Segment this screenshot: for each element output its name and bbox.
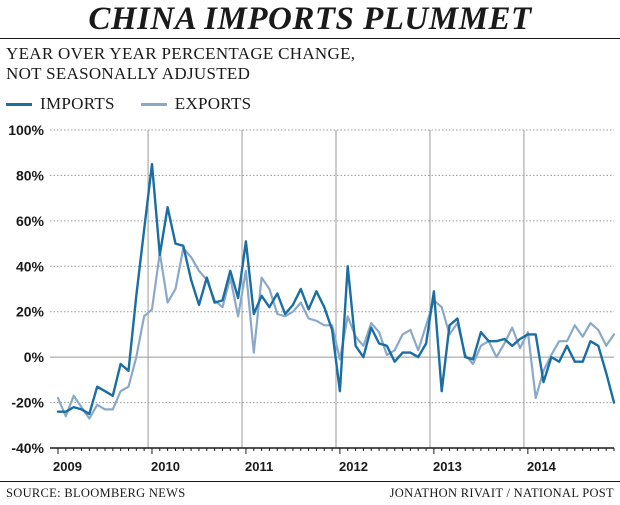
legend-label-exports: EXPORTS	[174, 94, 252, 113]
chart-subtitle: YEAR OVER YEAR PERCENTAGE CHANGE, NOT SE…	[6, 44, 355, 84]
title-rule	[0, 38, 620, 39]
footer-rule	[0, 481, 620, 482]
legend-item-imports: IMPORTS	[6, 94, 115, 114]
footer-credit: JONATHON RIVAIT / NATIONAL POST	[389, 486, 614, 500]
legend-swatch-exports	[140, 102, 167, 106]
y-tick-label: -20%	[11, 395, 44, 411]
y-tick-label: 40%	[16, 258, 45, 274]
legend-item-exports: EXPORTS	[140, 94, 252, 114]
y-tick-label: 20%	[16, 304, 45, 320]
legend-label-imports: IMPORTS	[40, 94, 115, 113]
x-tick-label: 2010	[151, 459, 180, 474]
chart-title: CHINA IMPORTS PLUMMET	[88, 1, 532, 37]
chart-legend: IMPORTS EXPORTS	[6, 94, 277, 114]
y-tick-label: 0%	[24, 349, 45, 365]
x-tick-label: 2012	[339, 459, 368, 474]
footer-source: SOURCE: BLOOMBERG NEWS	[6, 486, 186, 500]
y-tick-label: -40%	[11, 440, 44, 456]
y-tick-label: 60%	[16, 213, 45, 229]
subtitle-line-1: YEAR OVER YEAR PERCENTAGE CHANGE,	[6, 44, 356, 63]
x-tick-label: 2013	[433, 459, 462, 474]
y-tick-label: 100%	[8, 122, 44, 138]
x-tick-label: 2014	[527, 459, 557, 474]
y-tick-label: 80%	[16, 167, 45, 183]
subtitle-line-2: NOT SEASONALLY ADJUSTED	[6, 64, 251, 83]
x-tick-label: 2011	[245, 459, 273, 474]
series-line-imports	[56, 162, 616, 416]
legend-swatch-imports	[6, 102, 32, 106]
series-line-exports	[56, 247, 616, 420]
x-tick-label: 2009	[53, 459, 82, 474]
